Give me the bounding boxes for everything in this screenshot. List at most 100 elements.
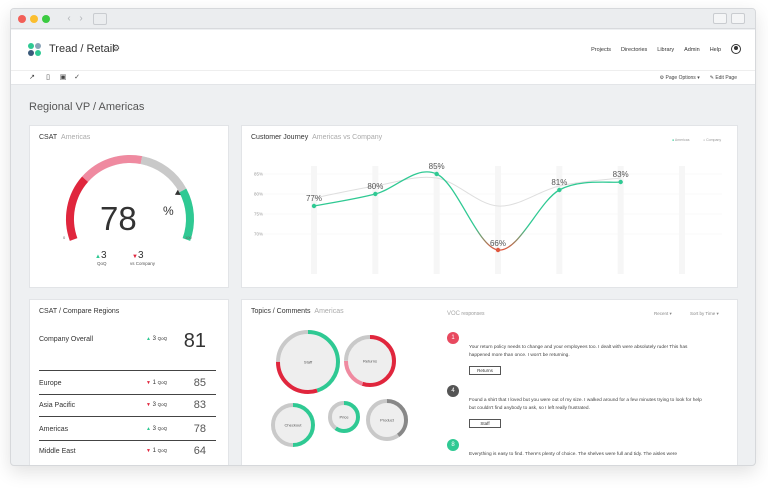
topic-bubble[interactable] [280,334,336,390]
topic-bubble-ring [344,335,396,387]
region-qoq-label: QoQ [157,336,168,341]
down-arrow-icon: ▼ [146,402,151,408]
topic-bubble[interactable] [275,407,311,443]
qoq-label: QoQ [97,261,107,266]
page-toolbar: ↗ ▯ ▣ ✓ ⚙ Page Options ▾ ✎ Edit Page [11,70,755,85]
topic-bubble[interactable] [348,339,392,383]
document-icon[interactable]: ▯ [46,74,50,81]
sort-dropdown-label: Sort by Time [690,311,716,316]
legend-americas: ● Americas [672,138,690,142]
region-name: Middle East [39,448,76,455]
vs-company-delta-value: 3 [137,250,144,261]
region-name: Europe [39,380,62,387]
minimize-window-dot[interactable] [30,15,38,23]
up-arrow-icon: ▲ [146,336,151,342]
table-icon[interactable]: ▣ [59,74,67,81]
nav-admin[interactable]: Admin [684,47,700,53]
comment-text: Your return policy needs to change and y… [469,345,688,358]
csat-gauge [66,155,194,241]
user-icon[interactable] [731,44,741,54]
region-qoq-label: QoQ [157,402,168,407]
recent-dropdown[interactable]: Recent ▾ [654,311,672,316]
region-qoq-label: QoQ [157,448,168,453]
region-delta-value: 3 [150,402,158,408]
down-arrow-icon: ▼ [146,448,151,454]
region-delta-value: 1 [150,448,158,454]
window-titlebar: ‹ › [11,9,755,29]
nav-library[interactable]: Library [657,47,675,53]
region-qoq-label: QoQ [157,380,168,385]
gauge-red-segment [66,176,89,241]
americas-data-point [557,187,562,193]
topics-card-title: Topics / Comments Americas [251,308,344,315]
topic-bubble[interactable] [332,405,356,429]
up-arrow-icon: ▲ [95,254,101,260]
row-divider [39,394,216,395]
vs-company-label: vs Company [130,261,156,266]
csat-card: CSAT Americas 78 % 0 100 ▲3 QoQ ▼3 vs Co… [29,125,229,288]
gauge-min-label: 0 [63,235,66,240]
page-options-button[interactable]: ⚙ Page Options ▾ [659,75,700,81]
data-label: 85% [429,162,445,171]
region-value: 83 [193,399,206,411]
down-arrow-icon: ▼ [146,380,151,386]
sidebar-icon[interactable] [93,13,107,25]
pin-icon[interactable]: ✓ [74,74,80,81]
topic-bubble-ring [328,401,360,433]
journey-card-title: Customer Journey Americas vs Company [251,134,382,141]
topics-title: Topics / Comments [251,308,311,315]
data-label: 81% [551,178,567,187]
americas-data-point [373,191,378,197]
edit-page-button[interactable]: ✎ Edit Page [709,75,737,81]
tabs-icon[interactable] [731,13,745,24]
data-label: 77% [306,194,322,203]
region-name: Americas [39,426,69,433]
top-navigation: Projects Directories Library Admin Help [591,47,721,53]
gear-icon[interactable]: ⚙ [112,43,121,53]
topic-bubble[interactable] [370,403,404,437]
toolbar-right: ⚙ Page Options ▾ ✎ Edit Page [660,75,737,81]
qoq-delta: ▲3 [95,250,107,261]
company-series-line [313,176,621,207]
comment-text: Found a shirt that I loved but you were … [469,398,702,411]
journey-title: Customer Journey [251,134,309,141]
region-name: Company Overall [39,336,94,343]
csat-unit: % [163,204,174,218]
forward-arrow-icon[interactable]: › [79,13,83,24]
topic-bubble-label: Checkout [285,423,303,428]
csat-value: 78 [100,200,137,237]
topic-bubble-ring [276,330,340,394]
gauge-teal-segment [179,188,194,241]
up-arrow-icon: ▲ [146,426,151,432]
back-arrow-icon[interactable]: ‹ [67,13,71,24]
comment-topic-tag[interactable]: Staff [469,419,501,428]
compare-title: CSAT / Compare Regions [39,308,120,315]
close-window-dot[interactable] [18,15,26,23]
gauge-gray-segment [140,156,187,193]
topic-bubble-ring [344,335,396,387]
trend-icon[interactable]: ↗ [29,74,35,81]
y-tick-label: 75% [254,212,263,217]
nav-projects[interactable]: Projects [591,47,611,53]
comment-score-badge: 8 [447,439,459,451]
customer-journey-chart: 85% 80% 75% 70% 77% 80% 85% 66% 81% 83% [254,162,722,274]
gauge-needle-marker [174,189,181,195]
page-title: Regional VP / Americas [29,101,145,113]
region-delta: ▼ 3 QoQ [146,402,167,408]
comment-score-badge: 1 [447,332,459,344]
maximize-window-dot[interactable] [42,15,50,23]
y-tick-label: 80% [254,192,263,197]
sort-dropdown[interactable]: Sort by Time ▾ [690,311,719,316]
y-tick-label: 85% [254,172,263,177]
share-icon[interactable] [713,13,727,24]
gauge-pink-segment [82,155,143,182]
topic-bubble-ring [276,330,340,394]
row-divider [39,416,216,417]
nav-help[interactable]: Help [709,47,721,53]
csat-title: CSAT [39,134,58,141]
region-value: 64 [193,445,206,457]
comment-topic-tag[interactable]: Returns [469,366,501,375]
compare-regions-card: CSAT / Compare Regions Company Overall ▲ … [29,299,229,465]
americas-data-point [618,179,623,185]
nav-directories[interactable]: Directories [620,47,648,53]
